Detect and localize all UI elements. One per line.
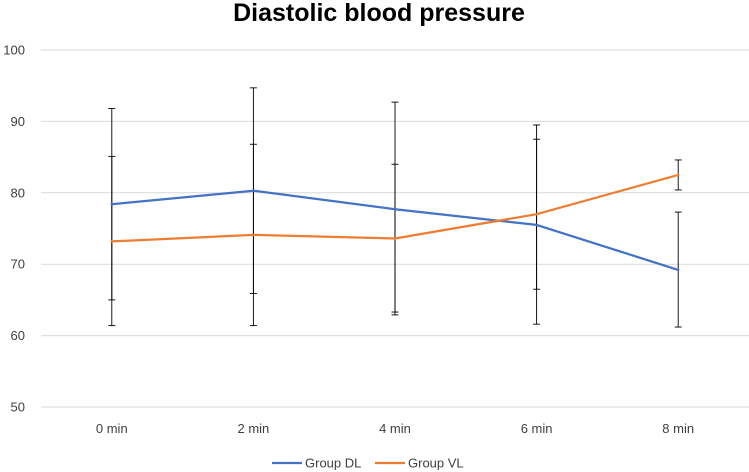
y-tick-label: 90: [11, 114, 25, 129]
data-point: [252, 233, 255, 237]
x-tick-label: 0 min: [96, 421, 128, 436]
legend-label: Group DL: [305, 456, 361, 471]
data-point: [677, 173, 680, 177]
data-point: [110, 240, 114, 243]
data-point: [535, 213, 538, 216]
y-tick-label: 100: [3, 43, 25, 58]
legend-item: Group VL: [375, 456, 464, 471]
y-tick-label: 50: [11, 400, 25, 415]
chart-title: Diastolic blood pressure: [233, 0, 525, 27]
legend: Group DL Group VL: [272, 456, 464, 471]
x-tick-label: 4 min: [379, 421, 411, 436]
y-axis-ticks: 50 60 70 80 90 100: [3, 43, 25, 415]
y-tick-label: 60: [11, 328, 25, 343]
data-point: [393, 208, 397, 211]
data-point: [393, 237, 397, 240]
legend-item: Group DL: [272, 456, 361, 471]
x-tick-label: 6 min: [521, 421, 553, 436]
data-point: [677, 268, 680, 272]
data-point: [535, 223, 538, 227]
series-lines: [110, 173, 680, 272]
y-tick-label: 80: [11, 185, 25, 200]
data-point: [110, 203, 114, 206]
error-bars: [108, 87, 682, 328]
data-point: [252, 189, 255, 192]
x-tick-label: 8 min: [662, 421, 694, 436]
error-bar: [533, 124, 541, 290]
y-tick-label: 70: [11, 257, 25, 272]
x-tick-label: 2 min: [238, 421, 270, 436]
legend-label: Group VL: [408, 456, 464, 471]
x-axis-ticks: 0 min 2 min 4 min 6 min 8 min: [96, 421, 694, 436]
